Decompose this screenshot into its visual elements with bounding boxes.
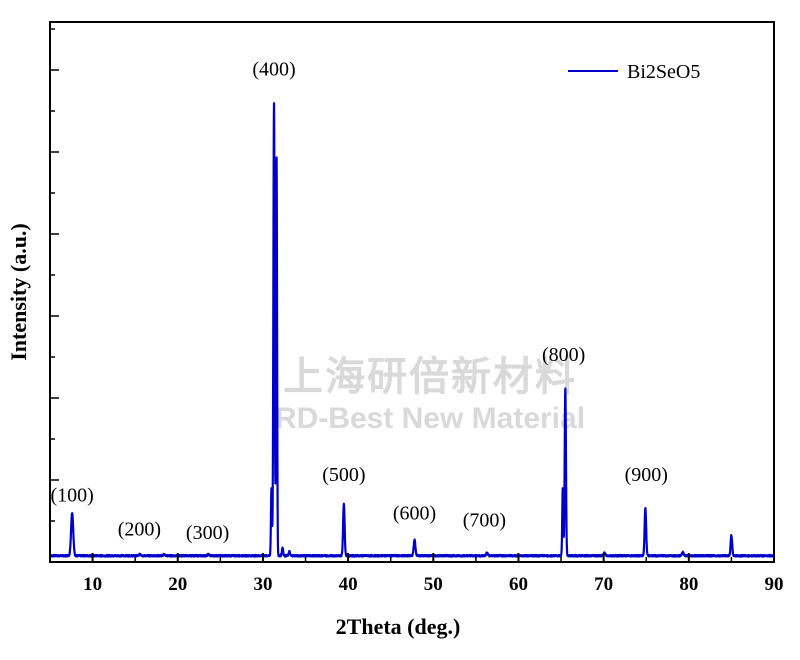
peak-label: (700) <box>463 509 506 531</box>
x-tick-label: 10 <box>83 574 102 595</box>
x-tick-label: 30 <box>253 574 272 595</box>
x-tick-label: 40 <box>339 574 358 595</box>
peak-label: (200) <box>118 518 161 540</box>
watermark-english: RD-Best New Material <box>275 402 585 435</box>
y-axis-title: Intensity (a.u.) <box>6 223 31 361</box>
x-tick-label: 80 <box>679 574 698 595</box>
legend-label: Bi2SeO5 <box>627 61 700 83</box>
peak-label: (400) <box>252 59 295 81</box>
x-tick-label: 90 <box>765 574 784 595</box>
x-tick-label: 50 <box>424 574 443 595</box>
peak-label: (900) <box>625 464 668 486</box>
x-tick-label: 70 <box>594 574 613 595</box>
peak-annotations: (100) (200) (300) (400) (500) (600) (700) (800)… <box>50 59 667 544</box>
peak-label: (100) <box>50 484 93 506</box>
peak-label: (300) <box>186 522 229 544</box>
peak-label: (600) <box>393 502 436 524</box>
x-axis-title: 2Theta (deg.) <box>336 614 461 639</box>
watermark-chinese: 上海研倍新材料 <box>283 354 577 400</box>
series-line-bi2seo5 <box>49 102 776 558</box>
x-tick-label: 20 <box>168 574 187 595</box>
peak-label: (500) <box>322 464 365 486</box>
x-tick-label: 60 <box>509 574 528 595</box>
plot-area <box>49 102 776 558</box>
peak-label: (800) <box>542 344 585 366</box>
axes: 10 20 30 40 50 60 70 80 90 <box>49 28 784 595</box>
plot-frame <box>49 21 775 563</box>
watermark: 上海研倍新材料 RD-Best New Material <box>275 354 585 435</box>
legend: Bi2SeO5 <box>568 61 700 83</box>
